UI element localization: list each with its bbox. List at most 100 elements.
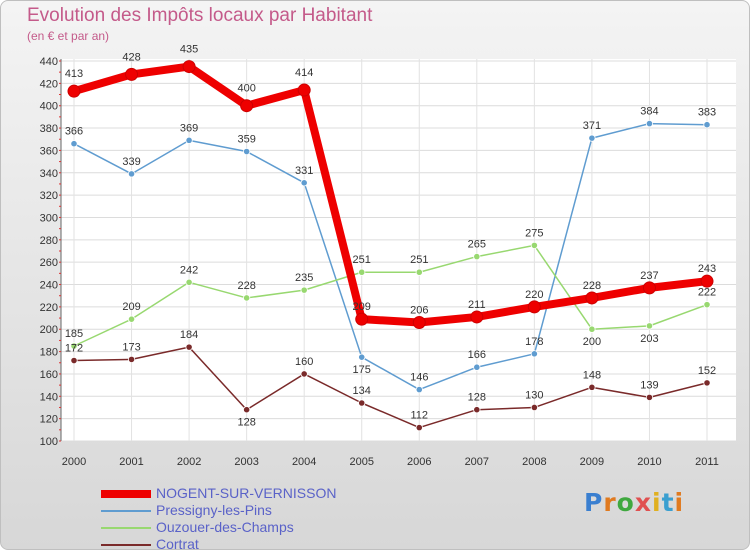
logo-letter: r xyxy=(603,488,617,517)
data-point-pressigny-les-pins xyxy=(243,147,251,156)
data-label-ouzouer-des-champs: 200 xyxy=(583,336,601,348)
y-tick-label: 280 xyxy=(40,235,58,247)
x-tick-label: 2005 xyxy=(349,456,373,468)
legend-swatch xyxy=(101,490,151,498)
data-point-pressigny-les-pins xyxy=(703,121,711,129)
logo-letter: i xyxy=(652,488,662,517)
data-label-nogent-sur-vernisson: 211 xyxy=(468,299,486,311)
data-label-nogent-sur-vernisson: 220 xyxy=(525,289,543,301)
data-point-pressigny-les-pins xyxy=(530,350,538,358)
data-label-ouzouer-des-champs: 265 xyxy=(468,239,486,251)
data-label-nogent-sur-vernisson: 206 xyxy=(410,305,428,317)
data-point-nogent-sur-vernisson xyxy=(297,83,311,97)
data-point-nogent-sur-vernisson xyxy=(585,291,599,305)
data-point-cortrat xyxy=(127,355,136,364)
y-tick-label: 120 xyxy=(40,414,58,426)
data-point-pressigny-les-pins xyxy=(185,136,193,144)
data-label-nogent-sur-vernisson: 243 xyxy=(698,263,716,275)
data-label-cortrat: 173 xyxy=(122,341,140,353)
data-label-cortrat: 128 xyxy=(237,417,255,429)
data-point-cortrat xyxy=(300,370,308,378)
data-label-cortrat: 139 xyxy=(640,379,658,391)
data-point-cortrat xyxy=(473,406,481,414)
data-point-pressigny-les-pins xyxy=(473,363,481,371)
logo-letter: x xyxy=(634,488,652,517)
x-tick-label: 2000 xyxy=(62,456,86,468)
data-label-ouzouer-des-champs: 235 xyxy=(295,272,313,284)
data-label-nogent-sur-vernisson: 428 xyxy=(122,51,140,63)
data-point-ouzouer-des-champs xyxy=(530,241,538,250)
x-tick-label: 2006 xyxy=(407,456,431,468)
y-tick-label: 100 xyxy=(40,436,58,448)
data-point-cortrat xyxy=(703,379,711,387)
data-label-pressigny-les-pins: 383 xyxy=(698,107,716,119)
x-tick-label: 2010 xyxy=(637,456,661,468)
data-label-ouzouer-des-champs: 203 xyxy=(640,333,658,345)
x-tick-label: 2011 xyxy=(695,456,719,468)
data-point-cortrat xyxy=(243,406,251,414)
x-tick-label: 2002 xyxy=(177,456,201,468)
data-point-cortrat xyxy=(530,403,538,412)
data-label-cortrat: 184 xyxy=(180,329,198,341)
data-label-pressigny-les-pins: 384 xyxy=(640,106,658,118)
y-tick-label: 240 xyxy=(40,280,58,292)
legend-label: Ouzouer-des-Champs xyxy=(156,519,294,535)
data-label-pressigny-les-pins: 366 xyxy=(65,126,83,138)
y-tick-label: 180 xyxy=(40,347,58,359)
data-label-ouzouer-des-champs: 251 xyxy=(353,254,371,266)
data-label-pressigny-les-pins: 175 xyxy=(353,364,371,376)
data-label-nogent-sur-vernisson: 209 xyxy=(353,301,371,313)
y-tick-label: 440 xyxy=(40,56,58,68)
legend-label: NOGENT-SUR-VERNISSON xyxy=(156,485,337,501)
x-tick-label: 2001 xyxy=(119,456,143,468)
data-point-nogent-sur-vernisson xyxy=(527,300,541,314)
data-label-ouzouer-des-champs: 251 xyxy=(410,254,428,266)
data-label-pressigny-les-pins: 331 xyxy=(295,165,313,177)
series-line-pressigny-les-pins xyxy=(73,122,708,391)
data-point-ouzouer-des-champs xyxy=(473,252,481,261)
data-point-ouzouer-des-champs xyxy=(127,315,136,323)
logo-letter: i xyxy=(674,488,685,517)
legend-label: Cortrat xyxy=(156,536,199,550)
data-point-ouzouer-des-champs xyxy=(70,342,78,350)
data-point-cortrat xyxy=(70,356,78,365)
legend-swatch xyxy=(101,510,151,512)
chart-subtitle: (en € et par an) xyxy=(27,29,110,43)
data-label-nogent-sur-vernisson: 413 xyxy=(65,68,83,80)
y-tick-label: 160 xyxy=(40,369,58,381)
data-label-ouzouer-des-champs: 275 xyxy=(525,227,543,239)
data-label-cortrat: 112 xyxy=(410,410,428,422)
data-point-nogent-sur-vernisson xyxy=(182,60,196,74)
data-point-nogent-sur-vernisson xyxy=(240,99,254,113)
data-point-cortrat xyxy=(588,383,596,391)
data-label-ouzouer-des-champs: 222 xyxy=(698,287,716,299)
data-label-pressigny-les-pins: 178 xyxy=(525,336,543,348)
data-point-ouzouer-des-champs xyxy=(185,278,193,286)
y-tick-label: 260 xyxy=(40,257,58,269)
data-label-ouzouer-des-champs: 185 xyxy=(65,328,83,340)
data-label-ouzouer-des-champs: 209 xyxy=(122,301,140,313)
data-label-nogent-sur-vernisson: 228 xyxy=(583,280,601,292)
data-point-pressigny-les-pins xyxy=(358,353,366,361)
data-label-cortrat: 172 xyxy=(65,343,83,355)
x-tick-label: 2008 xyxy=(522,456,546,468)
data-label-nogent-sur-vernisson: 400 xyxy=(237,83,255,95)
data-label-pressigny-les-pins: 369 xyxy=(180,122,198,134)
data-point-cortrat xyxy=(415,423,423,432)
y-tick-label: 320 xyxy=(40,190,58,202)
plot-area xyxy=(61,59,736,441)
data-label-cortrat: 160 xyxy=(295,356,313,368)
data-point-pressigny-les-pins xyxy=(70,140,78,148)
chart-title: Evolution des Impôts locaux par Habitant xyxy=(27,5,373,26)
data-label-nogent-sur-vernisson: 414 xyxy=(295,67,313,79)
data-point-nogent-sur-vernisson xyxy=(470,310,484,324)
data-point-ouzouer-des-champs xyxy=(645,322,654,330)
data-label-pressigny-les-pins: 166 xyxy=(468,349,486,361)
data-point-pressigny-les-pins xyxy=(645,119,654,128)
data-point-pressigny-les-pins xyxy=(300,179,308,187)
y-tick-label: 140 xyxy=(40,391,58,403)
data-point-nogent-sur-vernisson xyxy=(642,281,656,295)
x-tick-label: 2009 xyxy=(580,456,604,468)
